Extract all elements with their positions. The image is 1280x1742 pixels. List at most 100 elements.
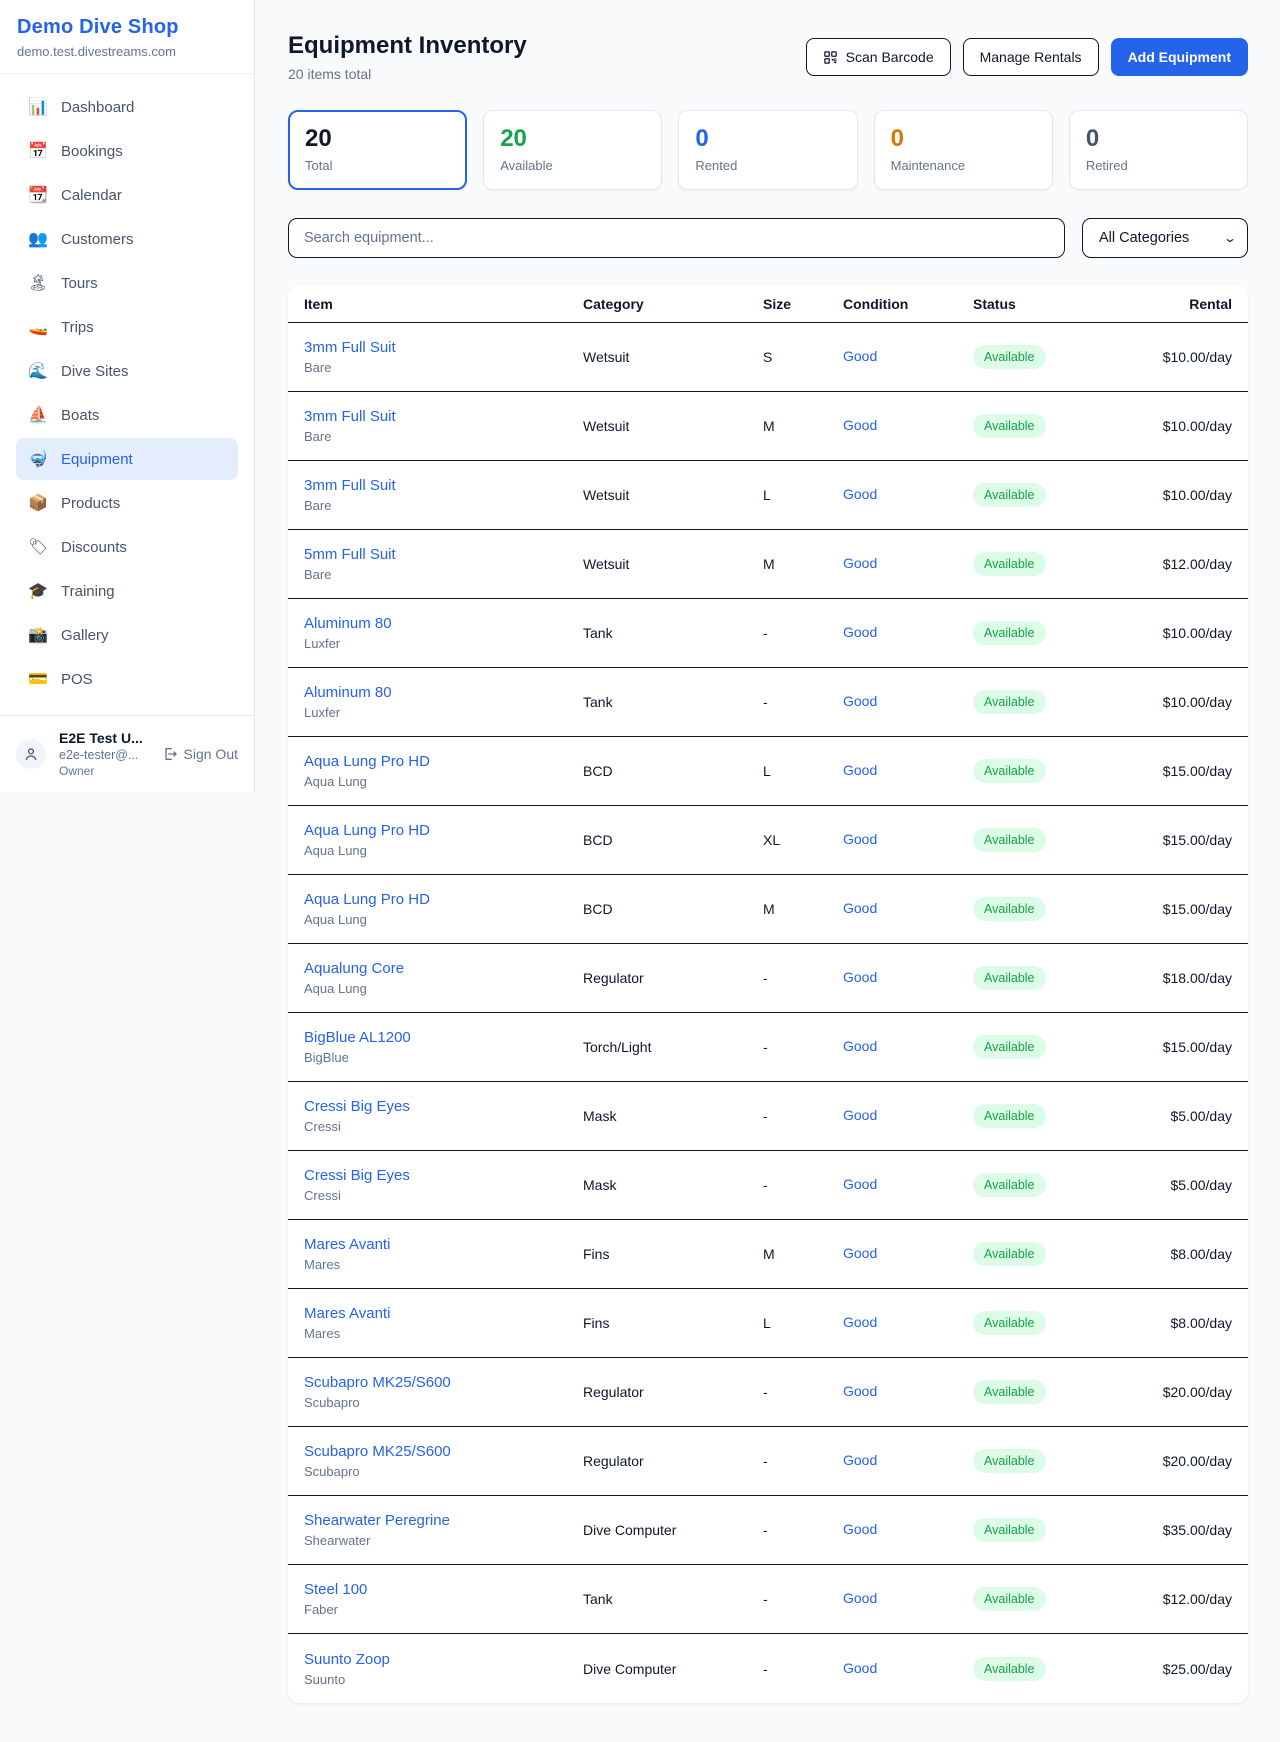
stat-card-retired[interactable]: 0 Retired (1068, 110, 1249, 190)
stat-card-total[interactable]: 20 Total (288, 110, 468, 190)
item-cell: BigBlue AL1200 BigBlue (304, 1029, 583, 1065)
sidebar-item-training[interactable]: 🎓 Training (16, 570, 238, 612)
stat-card-maintenance[interactable]: 0 Maintenance (873, 110, 1053, 190)
condition-link[interactable]: Good (843, 900, 878, 916)
stat-label: Maintenance (890, 158, 966, 173)
condition-link[interactable]: Good (843, 1452, 878, 1468)
status-badge: Available (973, 621, 1046, 645)
condition-link[interactable]: Good (843, 831, 878, 847)
sidebar-item-customers[interactable]: 👥 Customers (16, 218, 238, 260)
search-input[interactable] (288, 218, 1065, 258)
sign-out-button[interactable]: Sign Out (162, 746, 240, 762)
condition-link[interactable]: Good (843, 1521, 878, 1537)
condition-link[interactable]: Good (843, 1245, 878, 1261)
sidebar-item-label: Bookings (61, 142, 123, 160)
size-cell: - (763, 1177, 768, 1193)
category-select[interactable]: All Categories ⌄ (1082, 218, 1248, 258)
condition-link[interactable]: Good (843, 417, 878, 433)
stat-card-rented[interactable]: 0 Rented (678, 110, 858, 190)
sign-out-label: Sign Out (183, 746, 238, 762)
item-brand: Bare (304, 498, 332, 513)
scan-barcode-label: Scan Barcode (845, 49, 934, 65)
item-name-link[interactable]: Scubapro MK25/S600 (304, 1374, 451, 1391)
sidebar-nav: 📊 Dashboard 📅 Bookings 📆 Calendar 👥 Customers 🏝 T… (0, 74, 254, 715)
condition-link[interactable]: Good (843, 1383, 878, 1399)
rental-cell: $5.00/day (1170, 1108, 1233, 1124)
item-name-link[interactable]: 3mm Full Suit (304, 408, 396, 425)
sidebar-item-gallery[interactable]: 📸 Gallery (16, 614, 238, 656)
item-name-link[interactable]: Suunto Zoop (304, 1650, 390, 1668)
item-cell: Suunto Zoop Suunto (304, 1651, 583, 1687)
item-name-link[interactable]: Steel 100 (304, 1581, 368, 1598)
column-header-status: Status (973, 295, 1016, 312)
table-row: 3mm Full Suit Bare Wetsuit S Good Available $1… (288, 323, 1248, 392)
condition-link[interactable]: Good (843, 348, 878, 364)
column-header-category: Category (583, 295, 644, 312)
item-name-link[interactable]: Shearwater Peregrine (304, 1512, 450, 1529)
condition-link[interactable]: Good (843, 486, 878, 502)
condition-link[interactable]: Good (843, 555, 878, 571)
item-cell: Mares Avanti Mares (304, 1305, 583, 1341)
item-name-link[interactable]: Aqua Lung Pro HD (304, 753, 430, 770)
condition-link[interactable]: Good (843, 1038, 878, 1054)
sidebar-item-tours[interactable]: 🏝 Tours (16, 262, 238, 304)
condition-link[interactable]: Good (843, 969, 878, 985)
sidebar-item-boats[interactable]: ⛵ Boats (16, 394, 238, 436)
item-name-link[interactable]: Mares Avanti (304, 1305, 391, 1322)
status-cell: Available (973, 1587, 1118, 1611)
item-name-link[interactable]: 5mm Full Suit (304, 546, 396, 563)
condition-link[interactable]: Good (843, 1107, 878, 1123)
sidebar-item-equipment[interactable]: 🤿 Equipment (16, 438, 238, 480)
condition-link[interactable]: Good (843, 1314, 878, 1330)
item-name-link[interactable]: BigBlue AL1200 (304, 1029, 411, 1046)
item-cell: Aluminum 80 Luxfer (304, 684, 583, 720)
condition-link[interactable]: Good (843, 1176, 878, 1192)
condition-link[interactable]: Good (843, 1659, 878, 1676)
status-cell: Available (973, 966, 1118, 990)
sidebar-item-products[interactable]: 📦 Products (16, 482, 238, 524)
condition-cell: Good (843, 1038, 973, 1056)
item-name-link[interactable]: Aqua Lung Pro HD (304, 891, 430, 908)
item-name-link[interactable]: Aluminum 80 (304, 684, 392, 701)
condition-link[interactable]: Good (843, 693, 878, 709)
sidebar-item-calendar[interactable]: 📆 Calendar (16, 174, 238, 216)
condition-cell: Good (843, 969, 973, 987)
item-cell: Aqualung Core Aqua Lung (304, 960, 583, 996)
add-equipment-label: Add Equipment (1127, 49, 1231, 65)
condition-link[interactable]: Good (843, 624, 878, 640)
item-name-link[interactable]: Mares Avanti (304, 1236, 391, 1253)
sidebar-item-bookings[interactable]: 📅 Bookings (16, 130, 238, 172)
size-cell: - (763, 694, 768, 710)
brand-name: Demo Dive Shop (17, 16, 179, 38)
item-name-link[interactable]: Aqua Lung Pro HD (304, 822, 430, 839)
sidebar-item-trips[interactable]: 🚤 Trips (16, 306, 238, 348)
item-name-link[interactable]: 3mm Full Suit (304, 477, 396, 494)
condition-link[interactable]: Good (843, 762, 878, 778)
condition-link[interactable]: Good (843, 1590, 878, 1606)
size-cell: - (763, 1660, 768, 1677)
status-badge: Available (973, 759, 1046, 783)
scan-barcode-button[interactable]: Scan Barcode (805, 38, 951, 76)
stat-card-available[interactable]: 20 Available (483, 110, 663, 190)
status-cell: Available (973, 1242, 1118, 1266)
category-select-value: All Categories (1099, 230, 1190, 246)
add-equipment-button[interactable]: Add Equipment (1110, 38, 1248, 76)
sidebar-item-discounts[interactable]: 🏷 Discounts (16, 526, 238, 568)
item-name-link[interactable]: Aluminum 80 (304, 615, 392, 632)
sidebar-item-dashboard[interactable]: 📊 Dashboard (16, 86, 238, 128)
condition-cell: Good (843, 1107, 973, 1125)
stat-value: 0 (1085, 125, 1100, 152)
category-cell: Dive Computer (583, 1660, 677, 1677)
item-name-link[interactable]: 3mm Full Suit (304, 339, 396, 356)
item-brand: Aqua Lung (304, 981, 367, 996)
manage-rentals-button[interactable]: Manage Rentals (962, 38, 1099, 76)
sidebar-item-dive-sites[interactable]: 🌊 Dive Sites (16, 350, 238, 392)
item-name-link[interactable]: Scubapro MK25/S600 (304, 1443, 451, 1460)
status-cell: Available (973, 1035, 1118, 1059)
item-name-link[interactable]: Cressi Big Eyes (304, 1167, 410, 1184)
item-name-link[interactable]: Aqualung Core (304, 960, 405, 977)
category-cell: Regulator (583, 1384, 644, 1400)
item-name-link[interactable]: Cressi Big Eyes (304, 1098, 410, 1115)
sidebar-item-pos[interactable]: 💳 POS (16, 658, 238, 700)
chevron-down-icon: ⌄ (1222, 231, 1238, 245)
